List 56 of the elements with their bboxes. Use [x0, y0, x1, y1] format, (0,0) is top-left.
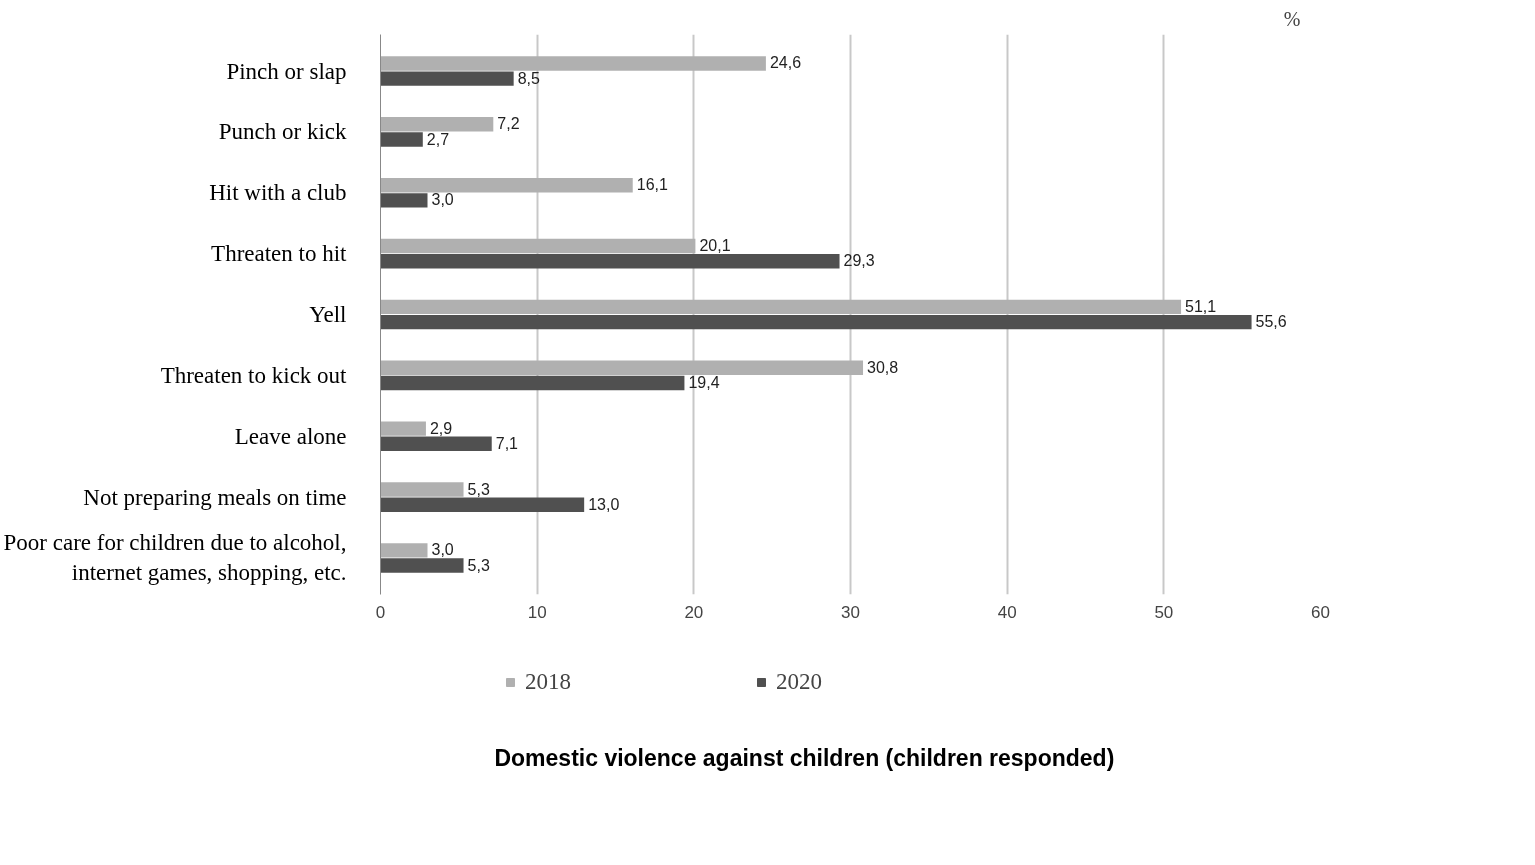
x-tick-label: 50: [1154, 602, 1174, 622]
bar: [380, 177, 633, 193]
data-label: 29,3: [843, 252, 875, 270]
y-tick-label: Not preparing meals on time: [83, 484, 347, 510]
bar: [380, 497, 585, 512]
x-tick-label: 60: [1311, 602, 1330, 622]
bar: [380, 193, 428, 208]
x-tick-label: 0: [375, 602, 386, 622]
data-label: 8,5: [517, 69, 541, 87]
y-tick-label: Threaten to kick out: [160, 362, 348, 388]
data-label: 51,1: [1185, 297, 1217, 315]
bar: [380, 375, 685, 391]
y-tick-label: Leave alone: [234, 423, 347, 449]
x-tick-label: 30: [841, 602, 860, 622]
data-label: 20,1: [699, 237, 731, 255]
y-tick-label: Punch or kick: [218, 119, 347, 145]
data-label: 7,1: [495, 434, 519, 452]
x-tick-label: 20: [684, 602, 704, 622]
x-tick-label: 10: [527, 602, 547, 622]
data-label: 5,3: [467, 480, 490, 498]
bar: [380, 299, 1182, 315]
bar: [380, 254, 840, 269]
data-label: 24,6: [769, 54, 802, 72]
data-label: 30,8: [867, 358, 899, 376]
data-label: 55,6: [1255, 313, 1287, 331]
bar: [380, 314, 1252, 330]
bar: [380, 543, 428, 558]
y-tick-label: Yell: [309, 302, 347, 327]
y-tick-label: Pinch or slap: [226, 58, 347, 84]
y-tick-label: Threaten to hit: [211, 241, 348, 267]
bar: [380, 558, 464, 573]
y-tick-label: Hit with a club: [209, 180, 347, 206]
bar: [380, 238, 696, 254]
data-label: 3,0: [431, 541, 454, 559]
data-label: 16,1: [636, 176, 668, 194]
data-label: 5,3: [467, 556, 490, 574]
data-label: 19,4: [688, 373, 720, 391]
data-label: 7,2: [497, 115, 520, 133]
data-label: 2,9: [429, 419, 453, 437]
legend-label: 2020: [776, 669, 822, 695]
bar: [380, 436, 492, 452]
x-axis-title: %: [1283, 7, 1301, 30]
bar: [380, 56, 766, 71]
text: Domestic violence against children (children responded): [494, 744, 1115, 771]
data-label: 3,0: [431, 191, 454, 209]
bar: [380, 117, 494, 132]
bar: [380, 360, 864, 375]
bar: [380, 71, 514, 86]
data-label: 2,7: [426, 130, 450, 148]
legend-label: 2018: [525, 669, 571, 695]
bar: [380, 421, 426, 436]
x-tick-label: 40: [997, 602, 1017, 622]
bar: [380, 482, 464, 497]
y-tick-label: Poor care for children due to alcohol, internet games, shopping, etc.: [3, 530, 347, 586]
bar: [380, 132, 423, 147]
data-label: 13,0: [588, 495, 620, 513]
